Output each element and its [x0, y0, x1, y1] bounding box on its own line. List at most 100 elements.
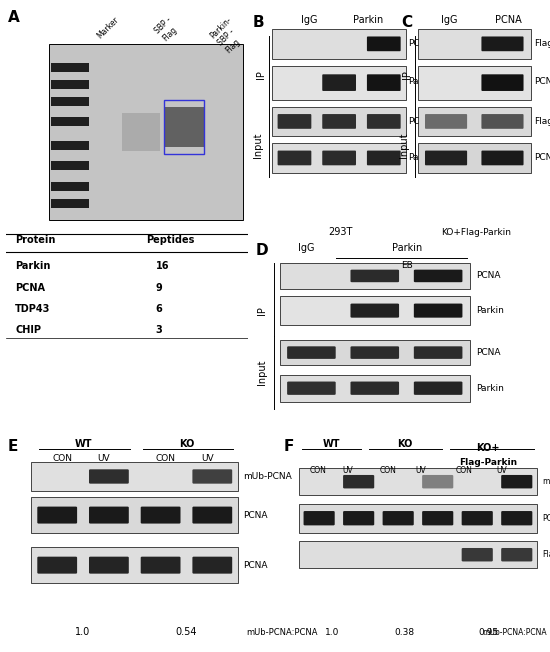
FancyBboxPatch shape — [461, 548, 493, 561]
Text: Parkin: Parkin — [392, 243, 422, 253]
Text: IgG: IgG — [441, 15, 457, 25]
Text: PCNA: PCNA — [243, 511, 268, 520]
FancyBboxPatch shape — [418, 143, 531, 173]
FancyBboxPatch shape — [425, 151, 467, 166]
FancyBboxPatch shape — [122, 113, 161, 151]
FancyBboxPatch shape — [52, 63, 89, 72]
Text: D: D — [256, 243, 268, 258]
FancyBboxPatch shape — [501, 475, 532, 488]
Text: IgG: IgG — [298, 243, 315, 253]
Text: Flag-Parkin: Flag-Parkin — [459, 458, 517, 467]
FancyBboxPatch shape — [272, 106, 406, 136]
FancyBboxPatch shape — [192, 557, 232, 574]
Text: B: B — [253, 15, 265, 31]
Text: Flag: Flag — [542, 550, 550, 559]
Text: PCNA: PCNA — [476, 348, 500, 357]
FancyBboxPatch shape — [49, 44, 243, 220]
Text: PCNA: PCNA — [534, 153, 550, 162]
Text: Parkin: Parkin — [15, 261, 51, 271]
Text: PCNA: PCNA — [476, 271, 500, 280]
FancyBboxPatch shape — [367, 74, 400, 91]
Text: mUb-PCNA:PCNA: mUb-PCNA:PCNA — [483, 628, 547, 637]
Text: 3: 3 — [156, 325, 162, 336]
FancyBboxPatch shape — [501, 548, 532, 561]
Text: 0.38: 0.38 — [394, 628, 415, 637]
FancyBboxPatch shape — [192, 469, 232, 484]
Text: KO: KO — [179, 439, 194, 449]
FancyBboxPatch shape — [299, 541, 536, 569]
Text: KO+Flag-Parkin: KO+Flag-Parkin — [441, 228, 511, 237]
Text: UV: UV — [343, 466, 353, 475]
Text: IP: IP — [257, 306, 267, 315]
Text: UV: UV — [496, 466, 507, 475]
FancyBboxPatch shape — [299, 468, 536, 496]
Text: UV: UV — [97, 454, 110, 462]
Text: Flag: Flag — [534, 117, 550, 126]
FancyBboxPatch shape — [280, 374, 470, 402]
Text: 293T: 293T — [328, 227, 353, 237]
Text: CHIP: CHIP — [15, 325, 41, 336]
FancyBboxPatch shape — [383, 511, 414, 526]
Text: PCNA: PCNA — [15, 283, 45, 293]
FancyBboxPatch shape — [322, 114, 356, 129]
Text: PCNA: PCNA — [408, 117, 432, 126]
FancyBboxPatch shape — [278, 151, 311, 166]
Text: F: F — [283, 439, 294, 454]
FancyBboxPatch shape — [501, 511, 532, 526]
FancyBboxPatch shape — [272, 143, 406, 173]
FancyBboxPatch shape — [367, 37, 400, 52]
Text: E: E — [8, 439, 19, 454]
Text: 9: 9 — [156, 283, 162, 293]
Text: CON: CON — [380, 466, 397, 475]
FancyBboxPatch shape — [481, 151, 524, 166]
Text: 0.95: 0.95 — [478, 628, 498, 637]
FancyBboxPatch shape — [89, 507, 129, 524]
FancyBboxPatch shape — [141, 557, 180, 574]
FancyBboxPatch shape — [52, 182, 89, 190]
FancyBboxPatch shape — [52, 199, 89, 207]
FancyBboxPatch shape — [304, 511, 335, 526]
Text: WT: WT — [74, 439, 92, 449]
FancyBboxPatch shape — [165, 106, 204, 147]
Text: PCNA: PCNA — [243, 561, 268, 570]
FancyBboxPatch shape — [367, 114, 400, 129]
Text: SBP -
Flag: SBP - Flag — [153, 15, 181, 42]
FancyBboxPatch shape — [89, 469, 129, 484]
FancyBboxPatch shape — [414, 270, 463, 282]
FancyBboxPatch shape — [350, 381, 399, 395]
Text: Input: Input — [257, 360, 267, 385]
Text: mUb-PCNA: mUb-PCNA — [243, 472, 292, 481]
FancyBboxPatch shape — [414, 304, 463, 318]
FancyBboxPatch shape — [367, 151, 400, 166]
Text: IP: IP — [256, 70, 266, 79]
Text: KO+: KO+ — [476, 443, 500, 453]
Text: Peptides: Peptides — [146, 235, 194, 245]
Text: CON: CON — [156, 454, 176, 462]
Text: EB: EB — [402, 261, 413, 271]
Text: Parkin: Parkin — [476, 383, 504, 393]
FancyBboxPatch shape — [31, 462, 238, 491]
FancyBboxPatch shape — [350, 304, 399, 318]
Text: IP: IP — [403, 70, 412, 79]
FancyBboxPatch shape — [272, 29, 406, 59]
FancyBboxPatch shape — [414, 346, 463, 359]
Text: 6: 6 — [156, 304, 162, 314]
Text: CON: CON — [52, 454, 73, 462]
Text: Input: Input — [399, 132, 409, 158]
FancyBboxPatch shape — [418, 65, 531, 100]
Text: Flag: Flag — [534, 39, 550, 48]
FancyBboxPatch shape — [192, 507, 232, 524]
Text: 1.0: 1.0 — [75, 627, 91, 637]
FancyBboxPatch shape — [141, 507, 180, 524]
Text: C: C — [402, 15, 412, 31]
FancyBboxPatch shape — [299, 503, 536, 533]
FancyBboxPatch shape — [52, 80, 89, 89]
Text: PCNA: PCNA — [542, 514, 550, 523]
Text: Protein: Protein — [15, 235, 56, 245]
FancyBboxPatch shape — [278, 114, 311, 129]
FancyBboxPatch shape — [350, 270, 399, 282]
FancyBboxPatch shape — [287, 381, 336, 395]
FancyBboxPatch shape — [272, 65, 406, 100]
Text: Parkin: Parkin — [408, 77, 436, 86]
FancyBboxPatch shape — [287, 346, 336, 359]
